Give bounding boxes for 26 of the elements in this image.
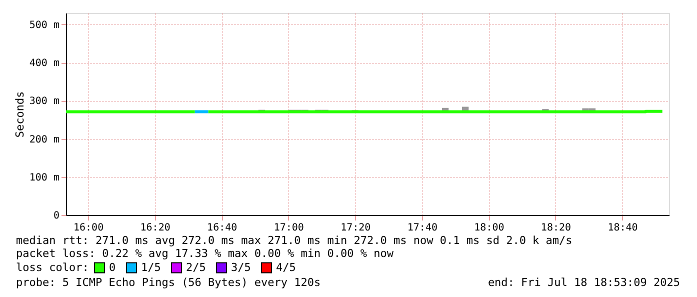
legend-label: 4/5	[276, 260, 296, 274]
y-tick-label: 200 m	[29, 134, 60, 146]
x-tick-label: 18:20	[540, 222, 572, 234]
y-tick-label: 300 m	[29, 96, 60, 108]
y-tick-label: 0	[53, 210, 60, 222]
x-tick-label: 16:40	[207, 222, 238, 234]
x-tick-label: 16:20	[140, 222, 170, 234]
legend-label: 3/5	[231, 260, 251, 274]
x-tick-label: 18:00	[474, 222, 504, 234]
y-tick-label: 500 m	[29, 20, 60, 31]
x-tick-label: 16:00	[73, 222, 104, 234]
y-axis-title: Seconds	[13, 91, 26, 138]
legend-title: loss color:	[16, 261, 89, 274]
text: packet loss: 0.22 % avg 17.33 % max 0.00 % min 0.00 % now	[16, 247, 394, 260]
y-tick-label: 100 m	[29, 172, 60, 184]
text: median rtt: 271.0 ms avg 272.0 ms max 271.0 ms min 272.0 ms now 0.1 ms sd 2.0 k am/s	[16, 234, 572, 247]
legend-label: 1/5	[141, 260, 161, 274]
legend-label: 0	[109, 260, 116, 274]
x-tick-label: 18:40	[608, 222, 638, 234]
x-tick-label: 17:00	[274, 222, 304, 234]
x-tick-label: 17:40	[407, 222, 438, 234]
text: probe: 5 ICMP Echo Pings (56 Bytes) every 120s	[16, 276, 321, 289]
y-tick-label: 400 m	[29, 58, 60, 70]
x-tick-label: 17:20	[340, 222, 371, 234]
legend-label: 2/5	[186, 260, 206, 274]
text: end: Fri Jul 18 18:53:09 2025	[488, 276, 680, 289]
